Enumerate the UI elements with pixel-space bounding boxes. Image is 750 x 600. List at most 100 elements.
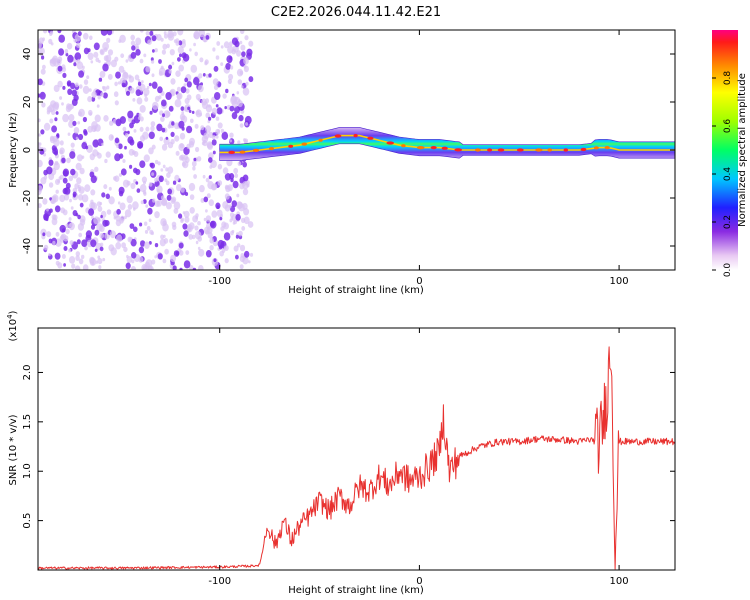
noise-dot [125, 262, 131, 270]
noise-dot [97, 95, 101, 100]
noise-dot [57, 30, 62, 34]
noise-dot [43, 244, 49, 251]
noise-dot [179, 143, 184, 149]
noise-dot [99, 70, 106, 78]
noise-dot [150, 121, 156, 127]
noise-dot [223, 41, 230, 49]
noise-dot [63, 263, 66, 267]
noise-dot [100, 49, 104, 55]
noise-dot [83, 129, 88, 135]
x-tick-label: 100 [610, 576, 629, 587]
noise-dot [180, 86, 187, 94]
multiplier-base: (x10 [8, 319, 19, 342]
noise-dot [43, 169, 48, 176]
noise-dot [175, 251, 180, 256]
y-tick-label: -20 [22, 190, 33, 206]
noise-dot [145, 204, 149, 208]
noise-dot [218, 245, 223, 250]
noise-dot [191, 234, 196, 240]
noise-dot [59, 140, 64, 146]
noise-dot [249, 252, 254, 257]
noise-dot [82, 116, 87, 123]
noise-dot [189, 265, 194, 270]
noise-dot [104, 158, 108, 164]
noise-dot [203, 196, 209, 203]
noise-dot [124, 209, 132, 218]
noise-dot [158, 59, 162, 64]
noise-dot [161, 99, 167, 107]
noise-dot [223, 222, 229, 230]
svg-text:(x104): (x104) [6, 310, 19, 341]
noise-dot [149, 110, 153, 115]
y-tick-label: 0.5 [22, 513, 33, 529]
ridge-peak [228, 150, 235, 154]
noise-dot [180, 218, 184, 223]
noise-dot [144, 241, 150, 249]
noise-dot [58, 34, 65, 43]
noise-dot [163, 238, 169, 244]
noise-dot [56, 133, 60, 137]
noise-dot [78, 70, 85, 78]
noise-dot [176, 86, 181, 92]
noise-dot [55, 111, 59, 115]
noise-dot [68, 222, 75, 231]
noise-dot [98, 77, 103, 82]
bottom-plot-frame [37, 327, 676, 571]
noise-dot [220, 213, 224, 218]
noise-dot [167, 166, 174, 174]
noise-dot [121, 82, 126, 88]
noise-dot [220, 62, 224, 66]
noise-dot [79, 167, 85, 175]
noise-dot [124, 215, 127, 220]
noise-dot [77, 223, 84, 231]
noise-dot [42, 198, 48, 205]
noise-dot [164, 248, 169, 255]
noise-dot [92, 149, 99, 157]
noise-dot [59, 96, 63, 100]
noise-dot [130, 51, 137, 59]
noise-dot [150, 125, 155, 132]
noise-dot [165, 136, 169, 140]
noise-dot [200, 125, 205, 131]
noise-dot [213, 65, 219, 72]
noise-dot [61, 102, 64, 106]
noise-dot [247, 221, 254, 228]
noise-dot [77, 184, 81, 189]
noise-dot [170, 254, 177, 263]
noise-dot [75, 162, 82, 171]
noise-dot [230, 216, 234, 220]
ridge-peak [454, 148, 463, 152]
colorbar-tick-label: 0.0 [723, 263, 733, 278]
noise-dot [165, 92, 172, 100]
noise-dot [184, 216, 190, 223]
noise-dot [38, 133, 41, 137]
noise-dot [170, 78, 176, 85]
top-y-ticks: -40 -20 0 20 40 [22, 48, 675, 254]
noise-dot [101, 142, 104, 146]
noise-dot [57, 65, 63, 72]
noise-dot [176, 92, 183, 100]
noise-dot [125, 59, 129, 63]
noise-dot [245, 81, 249, 86]
noise-dot [231, 200, 237, 208]
noise-dot [201, 141, 205, 146]
noise-dot [94, 229, 100, 236]
ridge-peak [401, 144, 406, 148]
noise-dot [226, 55, 233, 63]
noise-dot [160, 234, 165, 240]
noise-dot [42, 37, 45, 41]
noise-dot [119, 116, 126, 124]
noise-dot [43, 30, 48, 34]
noise-dot [168, 69, 172, 74]
noise-dot [108, 134, 114, 141]
noise-dot [107, 73, 113, 80]
noise-dot [140, 200, 144, 205]
noise-dot [114, 175, 120, 182]
noise-dot [217, 180, 223, 186]
noise-dot [209, 165, 213, 169]
noise-dot [129, 164, 133, 169]
noise-dot [233, 245, 239, 252]
colorbar-tick-label: 0.8 [723, 71, 733, 86]
noise-dot [62, 168, 70, 177]
noise-dot [120, 53, 125, 58]
